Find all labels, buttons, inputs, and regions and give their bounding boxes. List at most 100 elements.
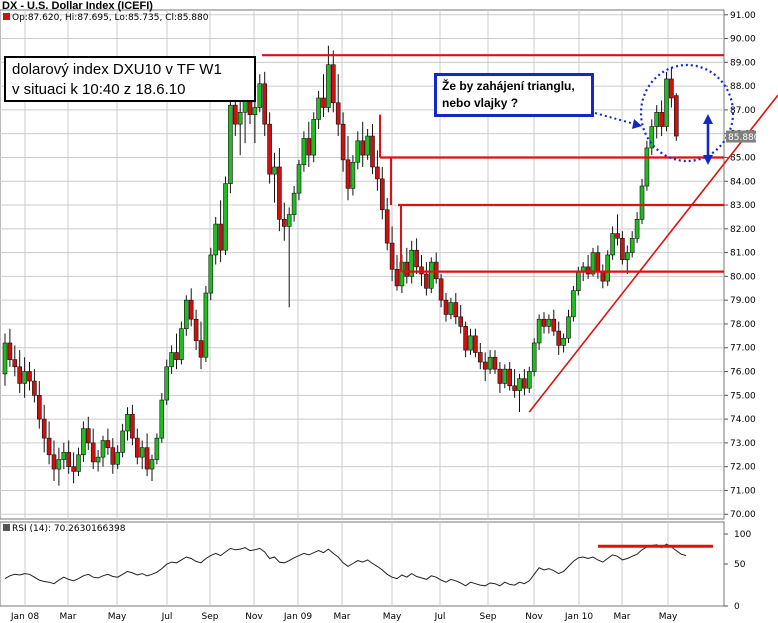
candle-up	[184, 299, 189, 330]
candle-up	[154, 437, 160, 460]
candle-down	[556, 330, 562, 346]
candle-up	[296, 164, 302, 194]
price-tick-label: 79.00	[730, 296, 756, 306]
candle-up	[517, 378, 522, 391]
candle-down	[600, 271, 606, 282]
price-tick-label: 84.00	[730, 177, 756, 187]
candle-up	[624, 252, 630, 261]
price-tick-label: 88.00	[730, 82, 756, 92]
rsi-tick-label: 50	[734, 560, 746, 570]
chart-title: DX - U.S. Dollar Index (ICEFI)	[2, 0, 153, 12]
candle-down	[370, 135, 375, 168]
candle-down	[438, 278, 444, 301]
candle-down	[394, 268, 400, 287]
candle-up	[2, 342, 8, 375]
candle-down	[144, 447, 150, 470]
arrow-down-icon	[703, 155, 713, 165]
price-tick-label: 89.00	[730, 58, 756, 68]
arrow-up-icon	[703, 114, 713, 124]
ohlc-header: Op:87.620, Hi:87.695, Lo:85.735, Cl:85.8…	[12, 13, 209, 23]
candle-up	[301, 138, 307, 165]
price-tick-label: 71.00	[730, 486, 756, 496]
candle-down	[424, 273, 429, 289]
candle-up	[590, 252, 596, 275]
candle-up	[566, 316, 571, 339]
candle-up	[286, 214, 292, 227]
candle-down	[507, 368, 513, 387]
candle-up	[448, 302, 454, 315]
pointer-arrowhead-icon	[632, 119, 642, 129]
candle-up	[561, 337, 566, 346]
candle-up	[409, 249, 415, 277]
candle-down	[414, 249, 419, 268]
rsi-marker-icon	[3, 524, 10, 531]
rsi-tick-label: 100	[734, 530, 751, 540]
candle-down	[66, 452, 71, 467]
candle-up	[115, 452, 120, 465]
candle-down	[86, 428, 91, 444]
candle-up	[546, 318, 552, 327]
candle-up	[223, 183, 228, 251]
candle-up	[575, 271, 581, 291]
rsi-line	[4, 543, 687, 587]
candle-down	[330, 64, 336, 104]
candle-up	[654, 111, 660, 127]
time-tick-label: Sep	[480, 612, 497, 622]
price-tick-label: 78.00	[730, 320, 756, 330]
candle-down	[463, 326, 468, 351]
candle-down	[384, 209, 390, 244]
time-tick-label: Jul	[434, 612, 446, 622]
candle-down	[51, 454, 57, 470]
time-tick-label: Jan 08	[10, 612, 39, 622]
candle-up	[203, 292, 209, 358]
question-annotation-box: Že by zahájení trianglu, nebo vlajky ?	[434, 73, 594, 117]
candle-up	[326, 64, 331, 108]
candle-down	[306, 138, 312, 156]
time-tick-label: Mar	[334, 612, 351, 622]
candle-up	[644, 147, 650, 187]
candle-down	[497, 368, 503, 384]
candle-up	[634, 219, 640, 239]
time-axis: Jan 08 Mar May Jul Sep Nov Jan 09 Mar May Jul Sep N…	[10, 612, 678, 622]
candle-down	[281, 219, 287, 227]
candle-up	[159, 399, 165, 439]
candle-down	[443, 299, 449, 315]
candle-up	[125, 414, 130, 432]
candle-up	[536, 318, 542, 344]
candle-up	[639, 185, 645, 220]
candle-down	[335, 102, 341, 125]
price-tick-label: 87.00	[730, 106, 756, 116]
price-tick-label: 85.00	[730, 153, 756, 163]
candle-down	[46, 437, 52, 456]
rsi-header: RSI (14): 70.2630166398	[12, 524, 126, 534]
time-tick-label: Mar	[60, 612, 77, 622]
candle-up	[311, 119, 317, 156]
candle-down	[188, 299, 194, 320]
candle-down	[36, 395, 42, 420]
candle-up	[526, 371, 532, 389]
pointer-dotted-line	[594, 112, 643, 127]
candle-down	[379, 178, 385, 211]
last-price-tag: 85.880	[726, 130, 760, 143]
price-tick-label: 77.00	[730, 344, 756, 354]
candle-up	[95, 456, 101, 463]
candle-down	[267, 123, 272, 175]
price-tick-label: 74.00	[730, 415, 756, 425]
candle-up	[350, 161, 356, 189]
main-annotation-box: dolarový index DXU10 v TF W1 v situaci k…	[4, 56, 256, 102]
candle-down	[7, 342, 13, 360]
price-tick-label: 73.00	[730, 439, 756, 449]
candle-up	[228, 104, 233, 184]
question-annotation-line2: nebo vlajky ?	[442, 96, 519, 110]
candle-down	[419, 266, 424, 275]
price-tick-label: 91.00	[730, 11, 756, 21]
candle-down	[130, 414, 135, 439]
candle-up	[272, 166, 277, 175]
candle-down	[669, 78, 674, 99]
candle-up	[649, 126, 655, 149]
candle-down	[433, 261, 439, 280]
candle-down	[198, 340, 204, 358]
candle-down	[453, 302, 459, 318]
time-tick-label: Sep	[202, 612, 219, 622]
candle-down	[27, 371, 32, 382]
